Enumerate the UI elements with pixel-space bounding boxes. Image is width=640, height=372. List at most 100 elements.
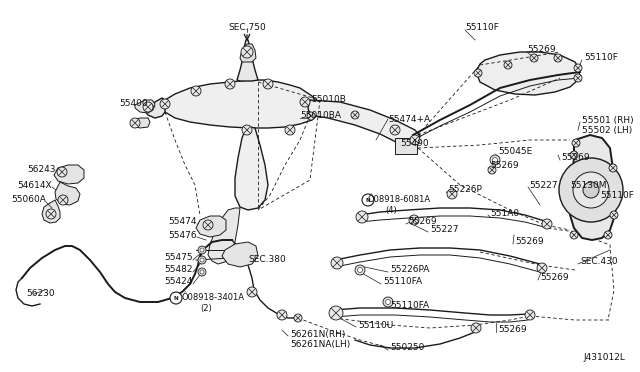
Text: (4): (4) [385, 206, 397, 215]
Text: 55269: 55269 [561, 154, 589, 163]
Text: 55130M: 55130M [570, 180, 607, 189]
Circle shape [143, 102, 153, 112]
Text: 55502 (LH): 55502 (LH) [582, 126, 632, 135]
Circle shape [225, 79, 235, 89]
Circle shape [170, 292, 182, 304]
Text: 55482: 55482 [164, 266, 193, 275]
Circle shape [198, 256, 206, 264]
Circle shape [362, 194, 374, 206]
Polygon shape [235, 127, 268, 210]
Text: 55045E: 55045E [498, 148, 532, 157]
Circle shape [530, 54, 538, 62]
Polygon shape [135, 100, 155, 113]
Circle shape [191, 86, 201, 96]
Circle shape [474, 69, 482, 77]
Text: N: N [365, 198, 371, 202]
Polygon shape [476, 52, 580, 95]
Circle shape [488, 166, 496, 174]
Polygon shape [144, 98, 165, 118]
Circle shape [285, 125, 295, 135]
Text: 55269: 55269 [515, 237, 543, 247]
Text: 55110F: 55110F [600, 192, 634, 201]
Polygon shape [237, 40, 258, 81]
Circle shape [130, 118, 140, 128]
Circle shape [200, 270, 204, 274]
Text: 55475: 55475 [164, 253, 193, 263]
Text: 55476: 55476 [168, 231, 197, 240]
Circle shape [570, 151, 578, 159]
Circle shape [604, 231, 612, 239]
Circle shape [351, 111, 359, 119]
Text: 56261NA(LH): 56261NA(LH) [290, 340, 350, 350]
Text: 56261N(RH): 56261N(RH) [290, 330, 346, 339]
Circle shape [390, 125, 400, 135]
Circle shape [247, 287, 257, 297]
Circle shape [583, 182, 599, 198]
Circle shape [46, 209, 56, 219]
Polygon shape [162, 80, 318, 128]
Text: 55226P: 55226P [448, 186, 482, 195]
Text: 55010B: 55010B [311, 96, 346, 105]
Text: 55269: 55269 [527, 45, 556, 55]
Circle shape [493, 157, 497, 163]
Polygon shape [222, 242, 258, 267]
Text: SEC.380: SEC.380 [248, 256, 285, 264]
Text: 55110FA: 55110FA [390, 301, 429, 310]
Polygon shape [240, 44, 256, 62]
Text: Ô08918-6081A: Ô08918-6081A [368, 196, 431, 205]
Circle shape [160, 99, 170, 109]
Circle shape [573, 172, 609, 208]
Circle shape [200, 248, 204, 252]
Polygon shape [54, 165, 84, 184]
Text: 55269: 55269 [490, 161, 518, 170]
Circle shape [300, 97, 310, 107]
Text: (2): (2) [200, 305, 212, 314]
Text: SEC.430: SEC.430 [580, 257, 618, 266]
Text: N: N [173, 295, 179, 301]
Text: 55269: 55269 [408, 218, 436, 227]
Text: 55110F: 55110F [465, 23, 499, 32]
Text: 55501 (RH): 55501 (RH) [582, 115, 634, 125]
Text: 56243: 56243 [28, 166, 56, 174]
Circle shape [410, 135, 420, 145]
Text: 55400: 55400 [120, 99, 148, 108]
Circle shape [609, 164, 617, 172]
Circle shape [198, 268, 206, 276]
Circle shape [355, 265, 365, 275]
Circle shape [570, 231, 578, 239]
Text: 55110F: 55110F [584, 54, 618, 62]
Text: 55110FA: 55110FA [383, 278, 422, 286]
Circle shape [263, 79, 273, 89]
Polygon shape [131, 118, 150, 128]
Polygon shape [208, 208, 240, 264]
Circle shape [559, 158, 623, 222]
Circle shape [610, 211, 618, 219]
Circle shape [572, 139, 580, 147]
Circle shape [542, 219, 552, 229]
Circle shape [329, 306, 343, 320]
Circle shape [307, 112, 315, 120]
Text: 56230: 56230 [26, 289, 54, 298]
Text: 55110U: 55110U [358, 321, 393, 330]
Circle shape [383, 297, 393, 307]
Circle shape [57, 167, 67, 177]
Text: Ô08918-3401A: Ô08918-3401A [181, 294, 244, 302]
Circle shape [277, 310, 287, 320]
Circle shape [574, 64, 582, 72]
Text: 55227: 55227 [430, 225, 458, 234]
Text: 55226PA: 55226PA [390, 266, 429, 275]
Circle shape [554, 54, 562, 62]
Circle shape [574, 74, 582, 82]
Circle shape [385, 299, 390, 305]
Circle shape [358, 267, 362, 273]
Text: 55010BA: 55010BA [300, 112, 341, 121]
Circle shape [331, 257, 343, 269]
Text: 550250: 550250 [390, 343, 424, 353]
Text: 55490: 55490 [400, 138, 429, 148]
Circle shape [490, 155, 500, 165]
Circle shape [471, 323, 481, 333]
Circle shape [525, 310, 535, 320]
Circle shape [537, 263, 547, 273]
Text: 55227: 55227 [529, 180, 557, 189]
Bar [395, 138, 417, 154]
